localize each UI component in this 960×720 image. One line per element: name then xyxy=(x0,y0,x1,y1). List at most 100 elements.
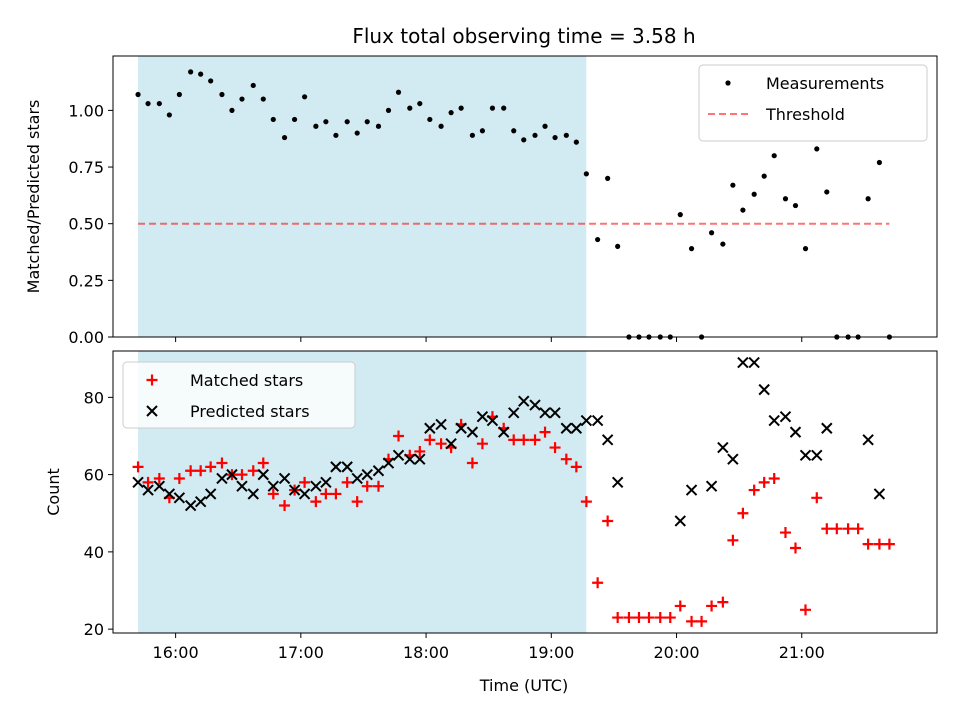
matched-star-point xyxy=(476,438,488,450)
x-tick-label: 21:00 xyxy=(779,643,825,662)
matched-star-point xyxy=(508,434,520,446)
predicted-star-point xyxy=(811,449,823,462)
x-tick-label: 19:00 xyxy=(528,643,574,662)
measurement-point xyxy=(677,212,683,218)
y-tick-label: 80 xyxy=(84,388,104,407)
measurement-point xyxy=(270,116,276,123)
measurement-point xyxy=(427,116,433,123)
predicted-star-point xyxy=(173,492,186,504)
measurement-point xyxy=(208,78,214,84)
measurement-point xyxy=(364,119,370,125)
matched-star-point xyxy=(842,523,854,535)
predicted-star-point xyxy=(435,418,447,431)
predicted-star-point xyxy=(310,480,322,492)
matched-star-point xyxy=(560,453,572,465)
matched-star-point xyxy=(132,461,144,473)
legend-box xyxy=(122,361,356,429)
measurement-point xyxy=(145,100,151,107)
matched-star-point xyxy=(466,457,478,469)
bottom-panel-count: 20 40 60 80 16:00 17:00 18:00 19:00 20:00 21:00 Co… xyxy=(44,350,938,662)
predicted-star-point xyxy=(257,468,269,481)
measurement-point xyxy=(792,202,799,209)
measurement-point xyxy=(239,96,245,102)
matched-star-point xyxy=(602,515,614,527)
legend-marker-plus xyxy=(146,374,158,386)
predicted-star-point xyxy=(267,480,279,492)
measurement-point xyxy=(281,134,288,141)
matched-star-point xyxy=(643,612,655,624)
predicted-star-point xyxy=(611,476,624,489)
measurement-point xyxy=(291,116,298,123)
measurement-point xyxy=(708,230,715,236)
predicted-star-point xyxy=(560,422,573,434)
matched-star-point xyxy=(570,461,582,473)
matched-star-point xyxy=(706,600,718,612)
axes-frame xyxy=(112,350,938,634)
matched-star-point xyxy=(414,445,426,457)
predicted-star-point xyxy=(341,461,353,473)
predicted-star-point xyxy=(382,457,395,469)
legend: Matched stars Predicted stars xyxy=(122,361,356,429)
predicted-star-point xyxy=(580,414,593,427)
predicted-star-point xyxy=(184,499,197,512)
predicted-star-point xyxy=(351,472,363,485)
matched-star-point xyxy=(518,434,530,446)
matched-star-point xyxy=(142,476,154,488)
predicted-star-point xyxy=(862,434,874,446)
measurement-point xyxy=(313,123,319,129)
matched-star-point xyxy=(623,612,635,624)
predicted-star-point xyxy=(163,488,176,500)
predicted-star-point xyxy=(288,484,301,496)
predicted-star-point xyxy=(685,484,698,496)
measurement-point xyxy=(740,207,746,213)
matched-star-point xyxy=(236,469,248,481)
measurement-point xyxy=(865,196,871,202)
predicted-star-point xyxy=(737,356,749,369)
measurement-point xyxy=(771,153,777,159)
matched-star-point xyxy=(592,577,604,589)
matched-star-point xyxy=(821,523,833,535)
measurement-point xyxy=(479,128,486,134)
matched-star-point xyxy=(205,461,217,473)
predicted-star-point xyxy=(570,422,583,434)
predicted-star-point xyxy=(705,480,718,492)
x-tick-label: 17:00 xyxy=(278,643,324,662)
chart-title: Flux total observing time = 3.58 h xyxy=(352,24,695,48)
measurement-point xyxy=(250,82,256,89)
y-tick-label: 0.25 xyxy=(68,271,104,290)
measurement-point xyxy=(198,71,204,77)
predicted-star-point xyxy=(873,488,886,500)
matched-star-point xyxy=(654,612,666,624)
measurement-point xyxy=(407,105,413,111)
predicted-star-point xyxy=(216,472,228,485)
y-tick-label: 0.50 xyxy=(68,215,104,234)
matched-star-point xyxy=(267,488,279,500)
legend-label: Threshold xyxy=(765,105,845,124)
matched-star-point xyxy=(580,496,592,508)
measurement-point xyxy=(229,107,235,113)
matched-star-point xyxy=(779,527,791,539)
matched-star-point xyxy=(393,430,405,442)
predicted-star-point xyxy=(142,484,154,496)
measurement-point xyxy=(188,69,194,75)
matched-star-point xyxy=(195,465,207,477)
predicted-star-point xyxy=(539,407,551,419)
legend: Measurements Threshold xyxy=(698,64,928,142)
measurement-point xyxy=(344,119,350,125)
axes-frame xyxy=(112,55,938,338)
matched-star-point xyxy=(351,496,363,508)
predicted-star-point xyxy=(717,441,729,454)
predicted-star-point xyxy=(194,495,207,508)
matched-star-point xyxy=(612,612,624,624)
y-tick-label: 1.00 xyxy=(68,101,104,120)
predicted-star-point xyxy=(591,414,604,427)
predicted-star-point xyxy=(330,461,342,473)
matched-star-point xyxy=(686,615,698,627)
matched-star-point xyxy=(216,457,228,469)
measurement-point xyxy=(323,119,329,125)
measurement-point xyxy=(605,175,611,181)
measurement-point xyxy=(219,91,225,98)
y-tick-label: 20 xyxy=(84,620,104,639)
x-tick-label: 16:00 xyxy=(153,643,199,662)
